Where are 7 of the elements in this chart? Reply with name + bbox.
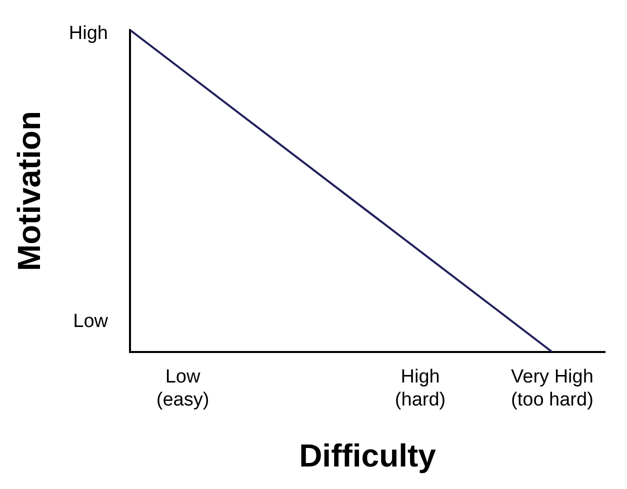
x-axis-title: Difficulty	[299, 438, 436, 474]
x-tick-label: Low (easy)	[156, 366, 210, 410]
text: Low	[73, 311, 108, 332]
y-axis-title: Motivation	[11, 111, 48, 271]
text: High	[68, 23, 108, 44]
x-tick-label: Very High (too hard)	[511, 366, 594, 410]
x-tick-label: High (hard)	[394, 366, 446, 410]
